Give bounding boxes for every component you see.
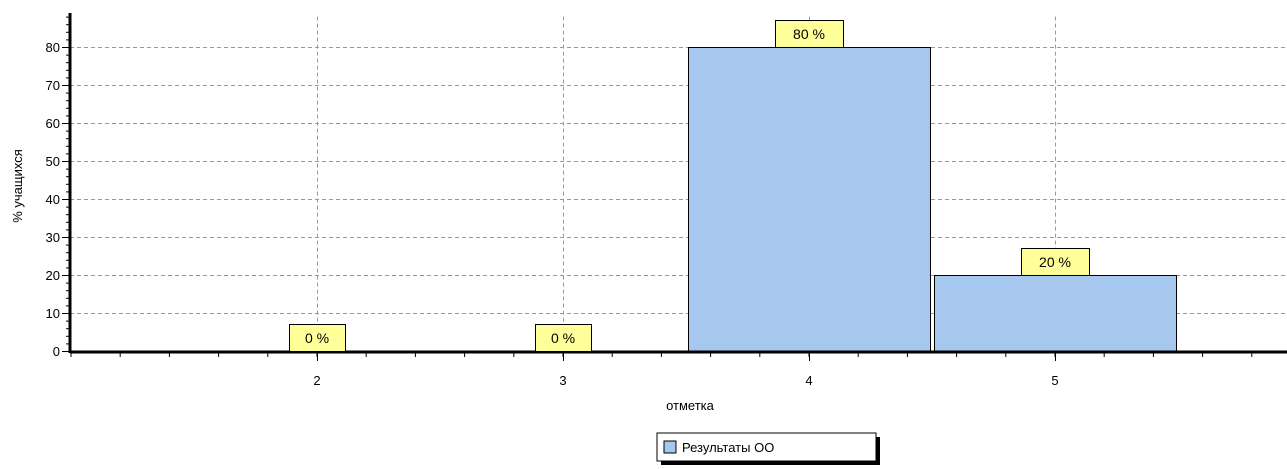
data-label-text: 80 % — [793, 26, 825, 42]
data-label-box — [535, 324, 592, 352]
data-label-4: 80 % — [775, 20, 844, 48]
data-label-box — [1021, 248, 1090, 276]
data-label-text: 0 % — [551, 330, 575, 346]
axes — [62, 13, 1287, 361]
data-labels: 0 % 0 % 80 % 20 % — [289, 20, 1090, 352]
legend-label: Результаты ОО — [682, 440, 774, 455]
x-tick-label: 3 — [559, 373, 566, 388]
y-tick-labels: 0 10 20 30 40 50 60 70 80 — [46, 40, 60, 359]
x-tick-label: 4 — [805, 373, 812, 388]
y-tick-label: 30 — [46, 230, 60, 245]
x-axis-title: отметка — [666, 398, 715, 413]
bar-4 — [688, 47, 931, 352]
data-label-text: 0 % — [305, 330, 329, 346]
y-tick-label: 0 — [53, 344, 60, 359]
y-tick-label: 50 — [46, 154, 60, 169]
bars — [688, 47, 1177, 352]
legend-swatch — [663, 440, 677, 454]
x-tick-label: 2 — [313, 373, 320, 388]
data-label-2: 0 % — [289, 324, 346, 352]
y-tick-label: 60 — [46, 116, 60, 131]
data-label-3: 0 % — [535, 324, 592, 352]
y-axis-title: % учащихся — [10, 149, 25, 223]
y-tick-label: 40 — [46, 192, 60, 207]
x-tick-labels: 2 3 4 5 — [313, 373, 1058, 388]
bar-5 — [934, 275, 1177, 352]
legend-box — [656, 432, 877, 462]
x-tick-label: 5 — [1051, 373, 1058, 388]
data-label-5: 20 % — [1021, 248, 1090, 276]
y-tick-label: 20 — [46, 268, 60, 283]
legend: Результаты ОО — [656, 432, 880, 465]
data-label-box — [775, 20, 844, 48]
y-tick-label: 80 — [46, 40, 60, 55]
data-label-box — [289, 324, 346, 352]
y-tick-label: 10 — [46, 306, 60, 321]
y-tick-label: 70 — [46, 78, 60, 93]
data-label-text: 20 % — [1039, 254, 1071, 270]
